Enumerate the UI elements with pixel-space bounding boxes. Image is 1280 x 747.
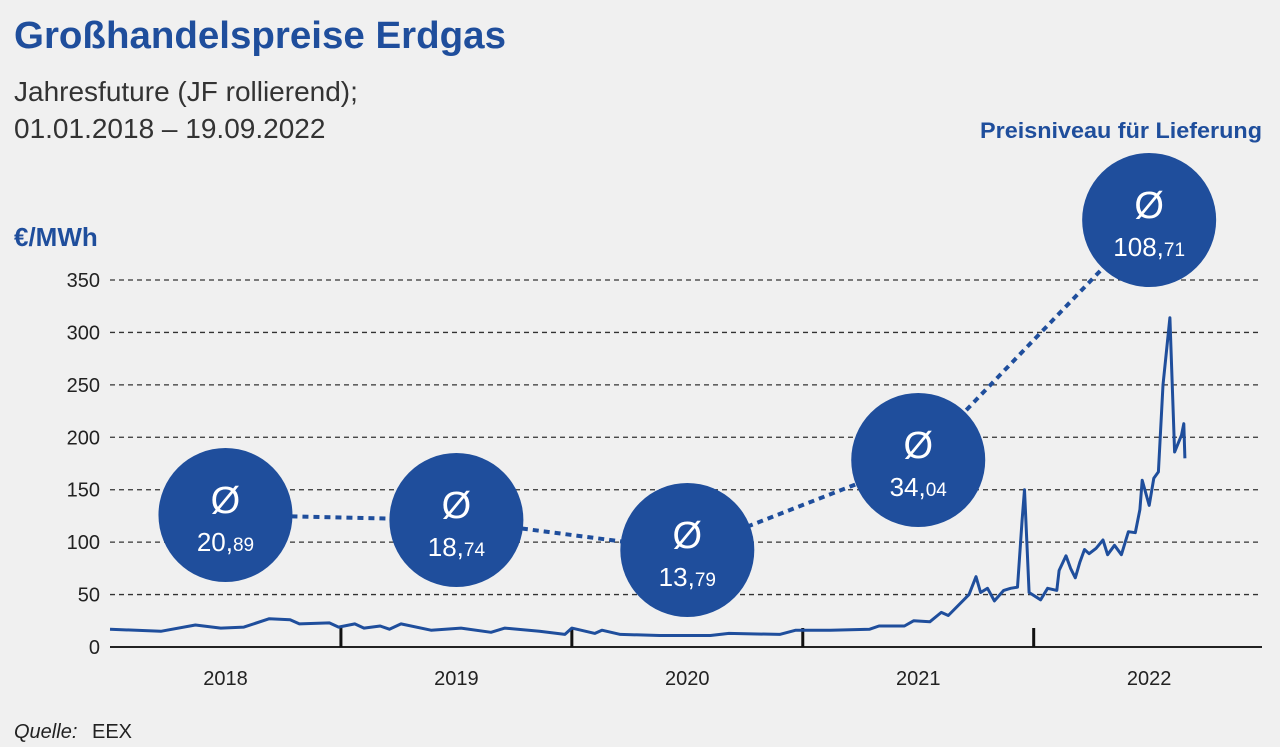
annotation-title: Preisniveau für Lieferung bbox=[980, 118, 1262, 143]
source-label: Quelle: bbox=[14, 721, 77, 743]
average-label: 108,71 bbox=[1113, 232, 1185, 262]
y-tick-label: 150 bbox=[67, 480, 100, 502]
y-tick-label: 0 bbox=[89, 637, 100, 659]
average-bubble bbox=[620, 483, 755, 617]
average-label: 20,89 bbox=[197, 527, 254, 557]
subtitle: 01.01.2018 – 19.09.2022 bbox=[14, 113, 325, 144]
chart-title: Großhandelspreise Erdgas bbox=[14, 15, 506, 57]
x-tick-label: 2022 bbox=[1127, 668, 1172, 690]
average-symbol: Ø bbox=[673, 515, 703, 557]
average-label: 13,79 bbox=[659, 562, 716, 592]
average-bubble bbox=[851, 393, 986, 527]
average-bubble bbox=[158, 448, 293, 582]
y-tick-label: 100 bbox=[67, 532, 100, 554]
x-tick-label: 2020 bbox=[665, 668, 710, 690]
average-symbol: Ø bbox=[1134, 185, 1164, 227]
price-line bbox=[109, 316, 1187, 637]
source: EEX bbox=[92, 721, 132, 743]
y-tick-label: 250 bbox=[67, 375, 100, 397]
subtitle: Jahresfuture (JF rollierend); bbox=[14, 76, 358, 107]
y-tick-label: 50 bbox=[78, 585, 100, 607]
y-tick-label: 350 bbox=[67, 270, 100, 292]
x-tick-label: 2021 bbox=[896, 668, 941, 690]
y-tick-label: 200 bbox=[67, 427, 100, 449]
average-label: 18,74 bbox=[428, 532, 486, 562]
average-label: 34,04 bbox=[890, 472, 948, 502]
x-tick-label: 2019 bbox=[434, 668, 479, 690]
average-symbol: Ø bbox=[442, 485, 472, 527]
average-symbol: Ø bbox=[211, 480, 241, 522]
y-tick-label: 300 bbox=[67, 322, 100, 344]
average-symbol: Ø bbox=[903, 425, 933, 467]
y-axis-label: €/MWh bbox=[14, 222, 98, 252]
x-tick-label: 2018 bbox=[203, 668, 248, 690]
average-bubble bbox=[1082, 153, 1217, 287]
average-bubble bbox=[389, 453, 524, 587]
